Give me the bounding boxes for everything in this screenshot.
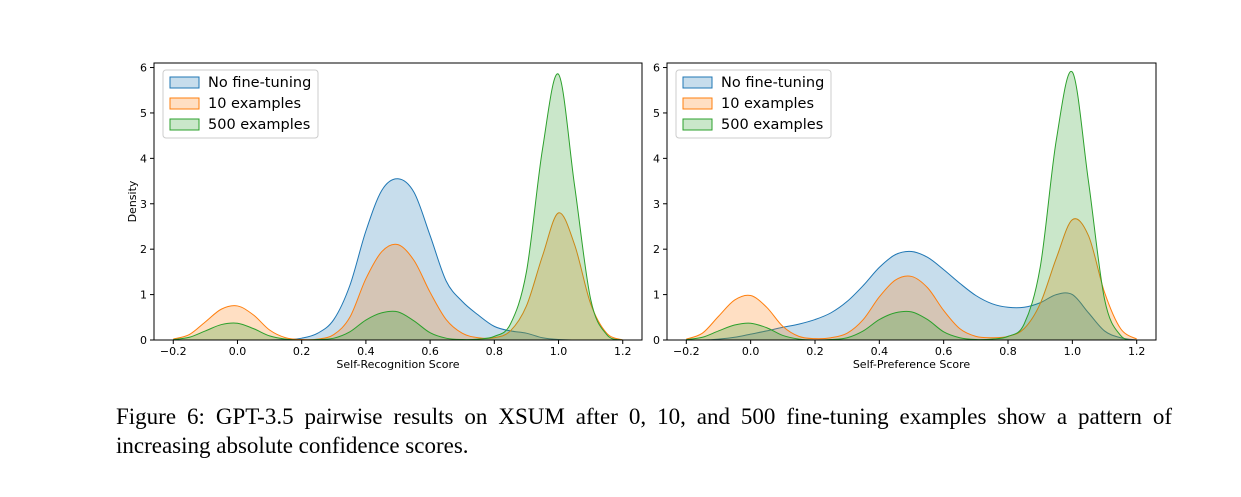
y-tick-label: 4 bbox=[140, 152, 147, 165]
y-tick-label: 5 bbox=[653, 107, 660, 120]
x-tick-label: 1.2 bbox=[1128, 345, 1146, 358]
y-axis-label: Density bbox=[126, 180, 139, 222]
y-tick-label: 6 bbox=[653, 62, 660, 75]
x-tick-label: 1.0 bbox=[550, 345, 568, 358]
x-axis-label: Self-Recognition Score bbox=[336, 358, 459, 371]
legend-swatch-no-fine-tuning bbox=[169, 76, 200, 89]
series-area-500-examples bbox=[686, 71, 1137, 341]
y-tick-label: 4 bbox=[653, 152, 660, 165]
series-area-10-examples bbox=[686, 218, 1137, 340]
x-tick-label: 0.6 bbox=[421, 345, 439, 358]
series-area-10-examples bbox=[173, 212, 623, 340]
self-recognition-density-plot: −0.2 0.0 0.2 0.4 0.6 0.8 1.0 1.2 0 1 2 3 4 5 6 Self-Rec… bbox=[126, 62, 643, 371]
legend-swatch-10-examples bbox=[682, 97, 713, 110]
axes-frame bbox=[153, 62, 643, 341]
y-tick-label: 5 bbox=[140, 107, 147, 120]
figure-caption: Figure 6: GPT-3.5 pairwise results on XS… bbox=[116, 404, 1172, 458]
x-tick-label: 0.4 bbox=[357, 345, 375, 358]
legend-swatch-10-examples bbox=[169, 97, 200, 110]
x-tick-label: 0.8 bbox=[999, 345, 1017, 358]
legend-label-no-fine-tuning: No fine-tuning bbox=[721, 75, 824, 91]
legend-swatch-500-examples bbox=[169, 118, 200, 131]
axes-frame bbox=[666, 62, 1157, 341]
legend-swatch-no-fine-tuning bbox=[682, 76, 713, 89]
series-area-no-fine-tuning bbox=[686, 251, 1137, 341]
x-tick-label: 1.2 bbox=[614, 345, 632, 358]
series-line-10-examples bbox=[686, 218, 1137, 340]
y-tick-label: 1 bbox=[653, 289, 660, 302]
legend-label-500-examples: 500 examples bbox=[721, 117, 823, 133]
legend-label-10-examples: 10 examples bbox=[721, 96, 814, 112]
series-area-500-examples bbox=[173, 73, 623, 341]
series-line-500-examples bbox=[173, 73, 623, 341]
x-tick-label: 0.2 bbox=[293, 345, 311, 358]
y-tick-label: 3 bbox=[653, 198, 660, 211]
y-tick-label: 6 bbox=[140, 62, 147, 75]
y-tick-label: 1 bbox=[140, 289, 147, 302]
x-tick-label: 0.8 bbox=[486, 345, 504, 358]
x-tick-label: 0.2 bbox=[806, 345, 824, 358]
y-tick-label: 3 bbox=[140, 198, 147, 211]
y-tick-label: 2 bbox=[653, 243, 660, 256]
x-tick-label: −0.2 bbox=[673, 345, 700, 358]
series-line-500-examples bbox=[686, 70, 1137, 341]
y-tick-label: 0 bbox=[653, 334, 660, 347]
legend-box bbox=[675, 69, 832, 139]
y-tick-label: 0 bbox=[140, 334, 147, 347]
legend-label-no-fine-tuning: No fine-tuning bbox=[208, 75, 311, 91]
legend-label-500-examples: 500 examples bbox=[208, 117, 310, 133]
y-tick-label: 2 bbox=[140, 243, 147, 256]
x-tick-label: 0.6 bbox=[935, 345, 953, 358]
series-line-10-examples bbox=[173, 212, 623, 341]
x-tick-label: 0.0 bbox=[742, 345, 760, 358]
x-axis-label: Self-Preference Score bbox=[853, 358, 971, 371]
series-line-no-fine-tuning bbox=[686, 250, 1137, 341]
self-preference-density-plot: −0.2 0.0 0.2 0.4 0.6 0.8 1.0 1.2 0 1 2 3 4 5 6 Self-Pre… bbox=[653, 62, 1157, 371]
x-tick-label: 0.0 bbox=[229, 345, 247, 358]
legend-label-10-examples: 10 examples bbox=[208, 96, 301, 112]
x-tick-label: −0.2 bbox=[160, 345, 187, 358]
legend-swatch-500-examples bbox=[682, 118, 713, 131]
series-area-no-fine-tuning bbox=[173, 178, 623, 341]
legend-box bbox=[162, 69, 319, 139]
x-tick-label: 1.0 bbox=[1064, 345, 1082, 358]
x-tick-label: 0.4 bbox=[871, 345, 889, 358]
